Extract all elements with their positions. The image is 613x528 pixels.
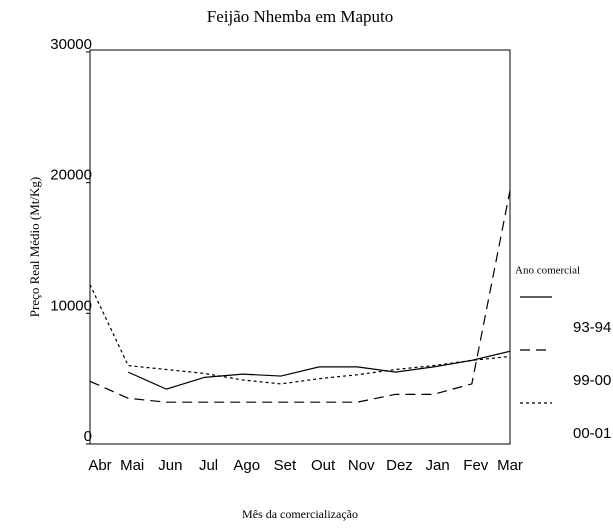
x-tick-label: Out	[311, 457, 336, 474]
x-tick-label: Mai	[120, 457, 144, 474]
series-line	[127, 350, 511, 390]
x-tick-label: Jun	[158, 457, 182, 474]
y-axis-label: Preço Real Médio (Mt/Kg)	[27, 177, 42, 317]
x-tick-label: Fev	[463, 457, 489, 474]
legend-label: 93-94	[573, 319, 611, 336]
legend-title: Ano comercial	[515, 265, 580, 277]
legend-label: 00-01	[573, 425, 611, 442]
y-tick-label: 10000	[50, 297, 92, 314]
x-tick-label: Dez	[386, 457, 413, 474]
y-tick-label: 0	[84, 428, 92, 445]
series-line	[89, 284, 511, 385]
x-tick-label: Ago	[233, 457, 260, 474]
x-tick-label: Nov	[348, 457, 375, 474]
series-line	[89, 190, 511, 403]
y-tick-label: 30000	[50, 36, 92, 53]
x-axis-label: Mês da comercialização	[242, 507, 358, 521]
x-tick-label: Jan	[426, 457, 450, 474]
x-tick-label: Jul	[199, 457, 218, 474]
x-tick-label: Abr	[88, 457, 111, 474]
y-tick-label: 20000	[50, 167, 92, 184]
x-tick-label: Set	[274, 457, 297, 474]
legend-label: 99-00	[573, 372, 611, 389]
x-tick-label: Mar	[497, 457, 523, 474]
chart-title: Feijão Nhemba em Maputo	[207, 7, 394, 26]
plot-frame	[89, 49, 511, 445]
